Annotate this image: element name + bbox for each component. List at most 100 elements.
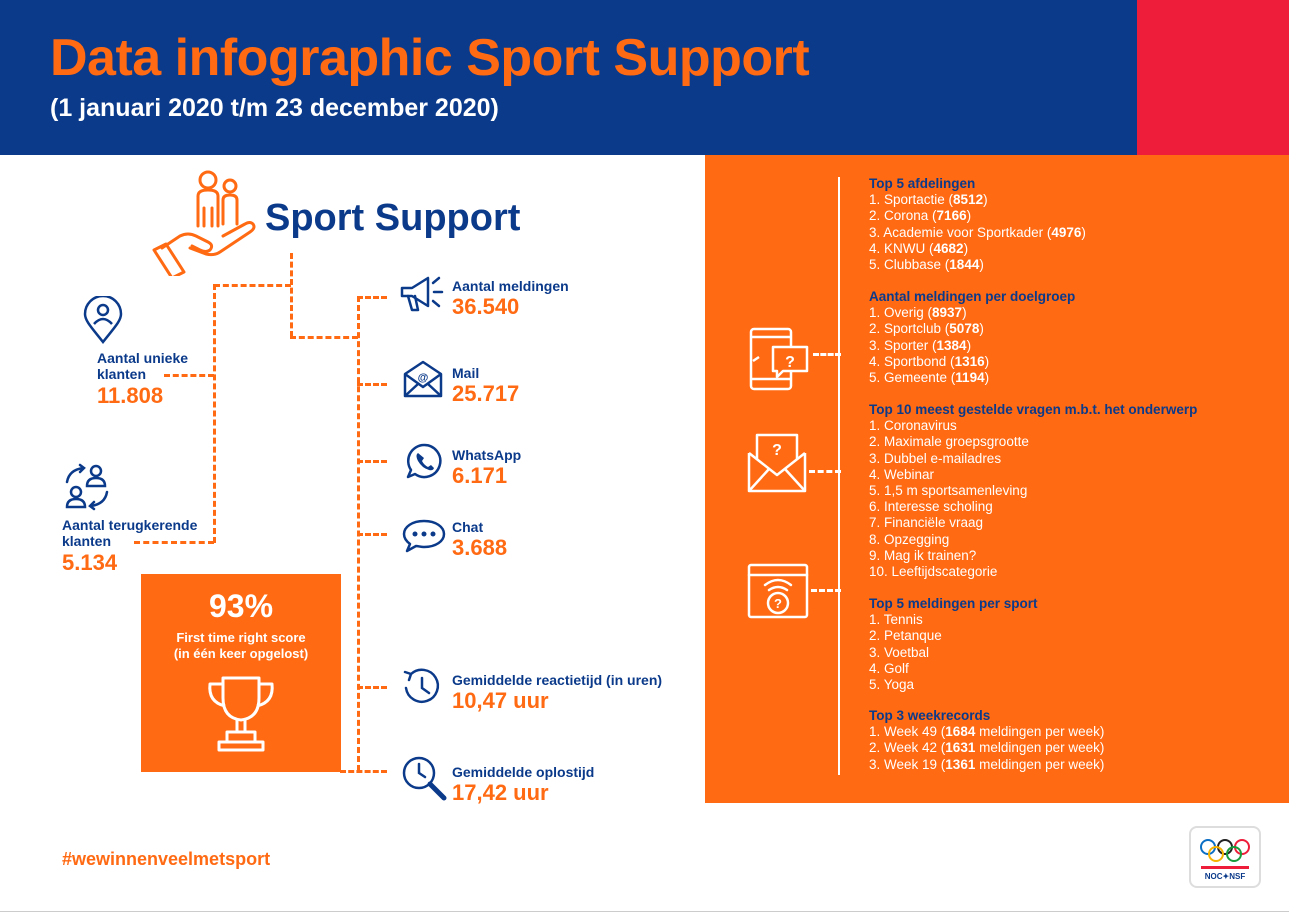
section-title: Top 3 weekrecords — [869, 708, 991, 723]
statistics-panel: ? ? ? Top 5 afdelingen 1. Sportactie (85… — [705, 155, 1289, 803]
returning-users-icon — [65, 463, 109, 511]
list-item: 4. KNWU (4682) — [869, 240, 969, 256]
mail-value: 25.717 — [452, 381, 520, 406]
panel-divider — [838, 177, 840, 775]
connector-line — [214, 284, 291, 287]
list-item: 2. Sportclub (5078) — [869, 321, 984, 337]
megaphone-icon — [400, 276, 444, 312]
mail-icon: @ — [403, 360, 443, 398]
connector-line — [213, 284, 216, 543]
whatsapp-label: WhatsApp — [452, 447, 522, 463]
phone-question-icon: ? — [749, 327, 809, 391]
connector-line — [357, 383, 387, 386]
list-item: 3. Sporter (1384) — [869, 337, 972, 353]
first-time-right-box: 93% First time right score (in één keer … — [141, 574, 341, 772]
avg-resolve-label: Gemiddelde oplostijd — [452, 764, 595, 780]
list-item: 1. Overig (8937) — [869, 305, 967, 321]
chat-icon — [402, 519, 446, 553]
svg-text:?: ? — [774, 596, 782, 611]
connector-line — [164, 374, 214, 377]
logo-stripe — [1201, 866, 1249, 869]
clock-icon — [403, 668, 440, 704]
svg-text:@: @ — [418, 372, 429, 384]
noc-nsf-logo: NOC✦NSF — [1189, 826, 1261, 888]
list-item: 10. Leeftijdscategorie — [869, 564, 998, 580]
whatsapp-icon — [406, 443, 442, 479]
hashtag-link[interactable]: #wewinnenveelmetsport — [62, 849, 271, 869]
section-top-questions: Top 10 meest gestelde vragen m.b.t. het … — [869, 402, 1197, 580]
list-item: 6. Interesse scholing — [869, 499, 993, 515]
total-reports-label: Aantal meldingen — [452, 278, 569, 294]
list-item: 2. Petanque — [869, 628, 942, 644]
mail-label: Mail — [452, 365, 480, 381]
list-item: 5. Yoga — [869, 677, 915, 693]
page-title: Data infographic Sport Support — [50, 29, 810, 87]
location-user-icon — [83, 296, 123, 344]
list-item: 4. Sportbond (1316) — [869, 353, 990, 369]
list-item: 1. Tennis — [869, 612, 923, 628]
list-item: 4. Webinar — [869, 466, 935, 482]
sport-support-title: Sport Support — [265, 197, 521, 239]
section-title: Aantal meldingen per doelgroep — [869, 289, 1076, 304]
returning-clients-value: 5.134 — [62, 550, 118, 575]
chat-label: Chat — [452, 519, 484, 535]
avg-response-value: 10,47 uur — [452, 688, 549, 713]
list-item: 1. Week 49 (1684 meldingen per week) — [869, 724, 1105, 740]
panel-connector — [809, 470, 841, 473]
unique-clients-label-2: klanten — [97, 366, 147, 382]
section-top-departments: Top 5 afdelingen 1. Sportactie (8512) 2.… — [869, 176, 1086, 273]
connector-line — [340, 770, 387, 773]
section-week-records: Top 3 weekrecords 1. Week 49 (1684 meldi… — [869, 708, 1104, 773]
ftr-label-2: (in één keer opgelost) — [173, 646, 309, 661]
list-item: 3. Dubbel e-mailadres — [869, 450, 1002, 466]
returning-clients-label-1: Aantal terugkerende — [62, 517, 198, 533]
list-item: 9. Mag ik trainen? — [869, 547, 977, 563]
returning-clients-label-2: klanten — [62, 533, 112, 549]
logo-text: NOC✦NSF — [1204, 872, 1246, 881]
section-title: Top 10 meest gestelde vragen m.b.t. het … — [869, 402, 1198, 417]
connector-line — [357, 460, 387, 463]
svg-text:?: ? — [772, 442, 782, 459]
list-item: 2. Week 42 (1631 meldingen per week) — [869, 740, 1105, 756]
connector-line — [357, 296, 387, 299]
olympic-rings-icon — [1200, 839, 1250, 862]
browser-question-icon: ? — [747, 563, 809, 619]
list-item: 7. Financiële vraag — [869, 515, 984, 531]
list-item: 2. Corona (7166) — [869, 208, 972, 224]
trophy-icon — [208, 676, 274, 752]
list-item: 5. 1,5 m sportsamenleving — [869, 483, 1028, 499]
connector-line — [290, 253, 293, 337]
list-item: 3. Academie voor Sportkader (4976) — [869, 224, 1086, 240]
list-item: 5. Clubbase (1844) — [869, 257, 984, 273]
whatsapp-value: 6.171 — [452, 463, 508, 488]
chat-value: 3.688 — [452, 535, 508, 560]
list-item: 1. Sportactie (8512) — [869, 192, 988, 208]
header-red-block — [1137, 0, 1289, 155]
section-title: Top 5 afdelingen — [869, 176, 976, 191]
connector-line — [134, 541, 214, 544]
list-item: 3. Week 19 (1361 meldingen per week) — [869, 756, 1105, 772]
list-item: 2. Maximale groepsgrootte — [869, 434, 1029, 450]
list-item: 5. Gemeente (1194) — [869, 370, 990, 386]
page-subtitle: (1 januari 2020 t/m 23 december 2020) — [50, 94, 499, 122]
mail-question-icon: ? — [747, 433, 807, 493]
hand-people-icon — [152, 170, 256, 276]
section-top-sports: Top 5 meldingen per sport 1. Tennis 2. P… — [869, 596, 1038, 693]
connector-line — [357, 533, 387, 536]
unique-clients-label-1: Aantal unieke — [97, 350, 189, 366]
header-banner — [0, 0, 1137, 155]
list-item: 1. Coronavirus — [869, 418, 957, 434]
section-title: Top 5 meldingen per sport — [869, 596, 1038, 611]
panel-connector — [813, 353, 841, 356]
list-item: 3. Voetbal — [869, 644, 930, 660]
unique-clients-value: 11.808 — [97, 383, 164, 408]
avg-response-label: Gemiddelde reactietijd (in uren) — [452, 672, 663, 688]
section-target-groups: Aantal meldingen per doelgroep 1. Overig… — [869, 289, 1075, 386]
list-item: 8. Opzegging — [869, 531, 950, 547]
connector-line — [357, 686, 387, 689]
svg-text:?: ? — [785, 354, 795, 371]
bottom-divider — [0, 911, 1289, 912]
list-item: 4. Golf — [869, 660, 909, 676]
avg-resolve-value: 17,42 uur — [452, 780, 549, 805]
magnifier-clock-icon — [402, 756, 447, 801]
